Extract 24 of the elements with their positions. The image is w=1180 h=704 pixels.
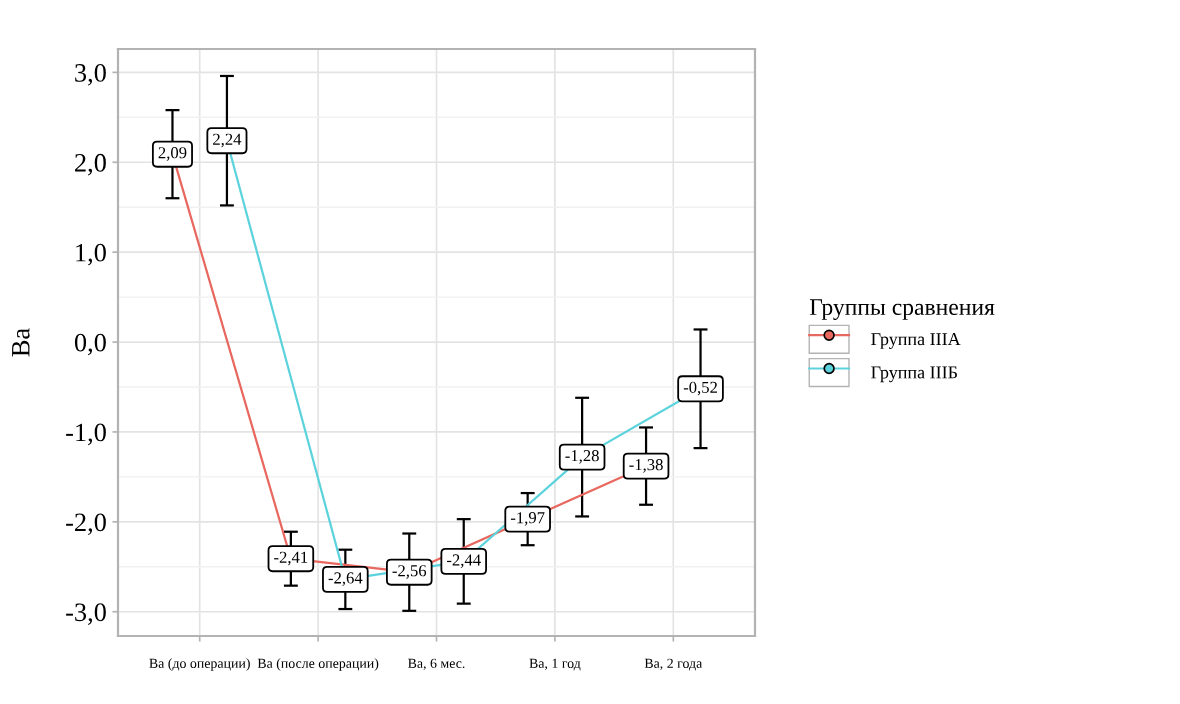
x-tick-label: Ва (после операции): [257, 658, 379, 671]
y-tick-label: 3,0: [75, 63, 106, 86]
x-tick-label: Ва, 1 год: [529, 658, 581, 671]
data-label: -2,64: [328, 572, 363, 586]
x-tick-label: Ва, 2 года: [644, 658, 703, 671]
y-tick-label: -1,0: [66, 423, 106, 446]
x-tick-label: Ва, 6 мес.: [408, 658, 465, 670]
data-label: -1,97: [510, 512, 545, 526]
y-tick-label: -3,0: [66, 603, 106, 625]
y-tick-label: 0,0: [74, 333, 106, 356]
data-label: -2,41: [274, 551, 308, 566]
y-tick-label: -2,0: [66, 513, 106, 536]
x-tick-label: Ва (до операции): [149, 658, 250, 671]
y-tick-label: 1,0: [76, 243, 106, 266]
data-label: -1,38: [629, 459, 663, 473]
data-label: -2,44: [446, 554, 481, 568]
y-tick-label: 2,0: [75, 153, 106, 176]
data-label: -2,56: [392, 565, 427, 579]
y-axis-title: Ва: [12, 328, 30, 357]
data-label: -1,28: [565, 450, 599, 464]
legend-title: Группы сравнения: [809, 299, 995, 320]
legend-label: Группа IIIБ: [871, 366, 957, 383]
legend-label: Группа IIIА: [871, 333, 961, 349]
data-label: -0,52: [683, 381, 717, 396]
